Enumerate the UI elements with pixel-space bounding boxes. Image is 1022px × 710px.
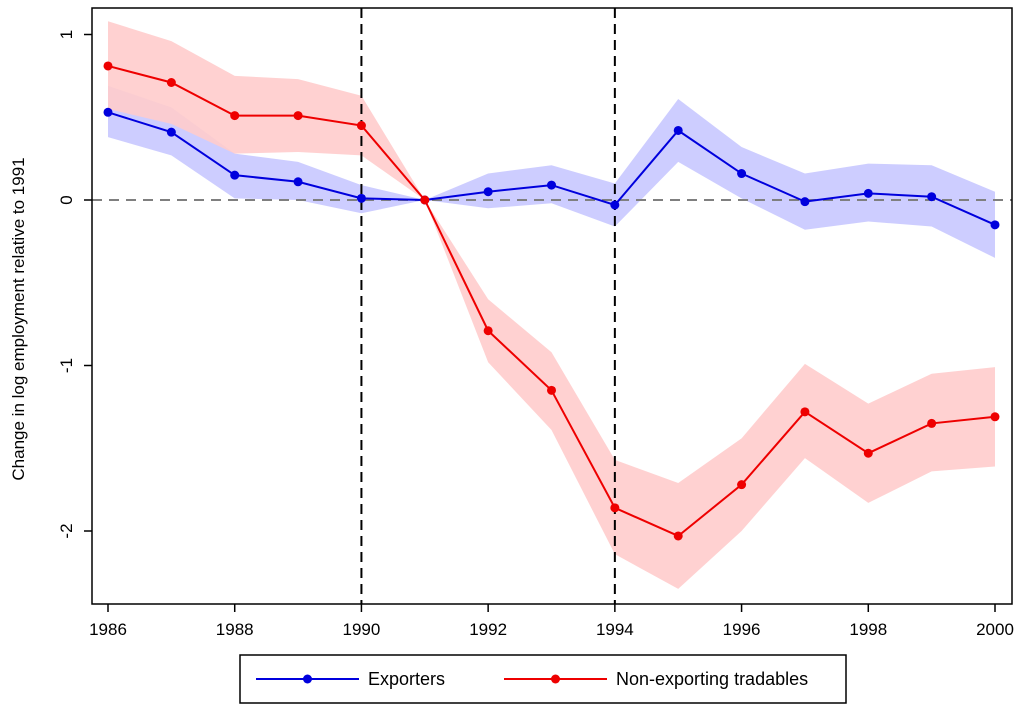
- data-point-exporters: [483, 187, 493, 197]
- data-point-exporters: [230, 170, 240, 180]
- legend-marker-non-exporting: [551, 674, 560, 684]
- data-point-non-exporting: [800, 407, 810, 417]
- legend-marker-exporters: [303, 674, 312, 684]
- legend-label-exporters: Exporters: [368, 669, 445, 689]
- data-point-non-exporting: [230, 111, 240, 121]
- data-point-non-exporting: [483, 326, 493, 336]
- y-axis: 1 0 -1 -2: [57, 30, 92, 539]
- data-point-non-exporting: [103, 61, 113, 71]
- x-tick-label: 1988: [216, 620, 254, 639]
- data-point-exporters: [103, 107, 113, 117]
- data-point-exporters: [737, 169, 747, 179]
- data-point-exporters: [863, 188, 873, 198]
- plot-frame: [91, 7, 1013, 605]
- plot-border: [91, 7, 1013, 605]
- x-tick-label: 1994: [596, 620, 634, 639]
- legend: Exporters Non-exporting tradables: [239, 654, 847, 704]
- data-point-non-exporting: [737, 480, 747, 490]
- data-point-non-exporting: [863, 448, 873, 458]
- x-tick-label: 1996: [723, 620, 761, 639]
- data-point-non-exporting: [610, 503, 620, 513]
- data-point-exporters: [293, 177, 303, 187]
- data-point-non-exporting: [420, 195, 430, 205]
- data-point-non-exporting: [990, 412, 1000, 422]
- data-point-non-exporting: [547, 385, 556, 395]
- data-point-non-exporting: [356, 121, 366, 131]
- data-point-non-exporting: [673, 531, 683, 541]
- x-tick-label: 1992: [469, 620, 507, 639]
- confidence-band-non-exporting: [108, 21, 995, 589]
- data-point-exporters: [166, 127, 176, 137]
- data-point-exporters: [610, 200, 620, 210]
- confidence-bands: [108, 21, 995, 589]
- x-tick-label: 1986: [89, 620, 127, 639]
- x-tick-label: 1998: [849, 620, 887, 639]
- y-tick-label: -1: [57, 358, 76, 373]
- data-point-exporters: [990, 220, 1000, 230]
- y-tick-label: 1: [57, 30, 76, 39]
- y-tick-label: 0: [57, 195, 76, 204]
- data-point-exporters: [800, 197, 810, 207]
- legend-label-non-exporting: Non-exporting tradables: [616, 669, 808, 689]
- data-point-exporters: [547, 180, 556, 190]
- data-point-non-exporting: [927, 418, 937, 428]
- series-markers: [103, 61, 1000, 541]
- data-point-exporters: [927, 192, 937, 202]
- data-point-non-exporting: [293, 111, 303, 121]
- y-tick-label: -2: [57, 523, 76, 538]
- data-point-exporters: [356, 193, 366, 203]
- data-point-non-exporting: [166, 77, 176, 87]
- y-axis-title: Change in log employment relative to 199…: [9, 157, 28, 480]
- x-tick-label: 1990: [343, 620, 381, 639]
- x-tick-label: 2000: [976, 620, 1014, 639]
- data-point-exporters: [673, 125, 683, 135]
- confidence-band-exporters: [108, 85, 995, 258]
- x-axis: 1986 1988 1990 1992 1994 1996 1998 2000: [89, 604, 1014, 639]
